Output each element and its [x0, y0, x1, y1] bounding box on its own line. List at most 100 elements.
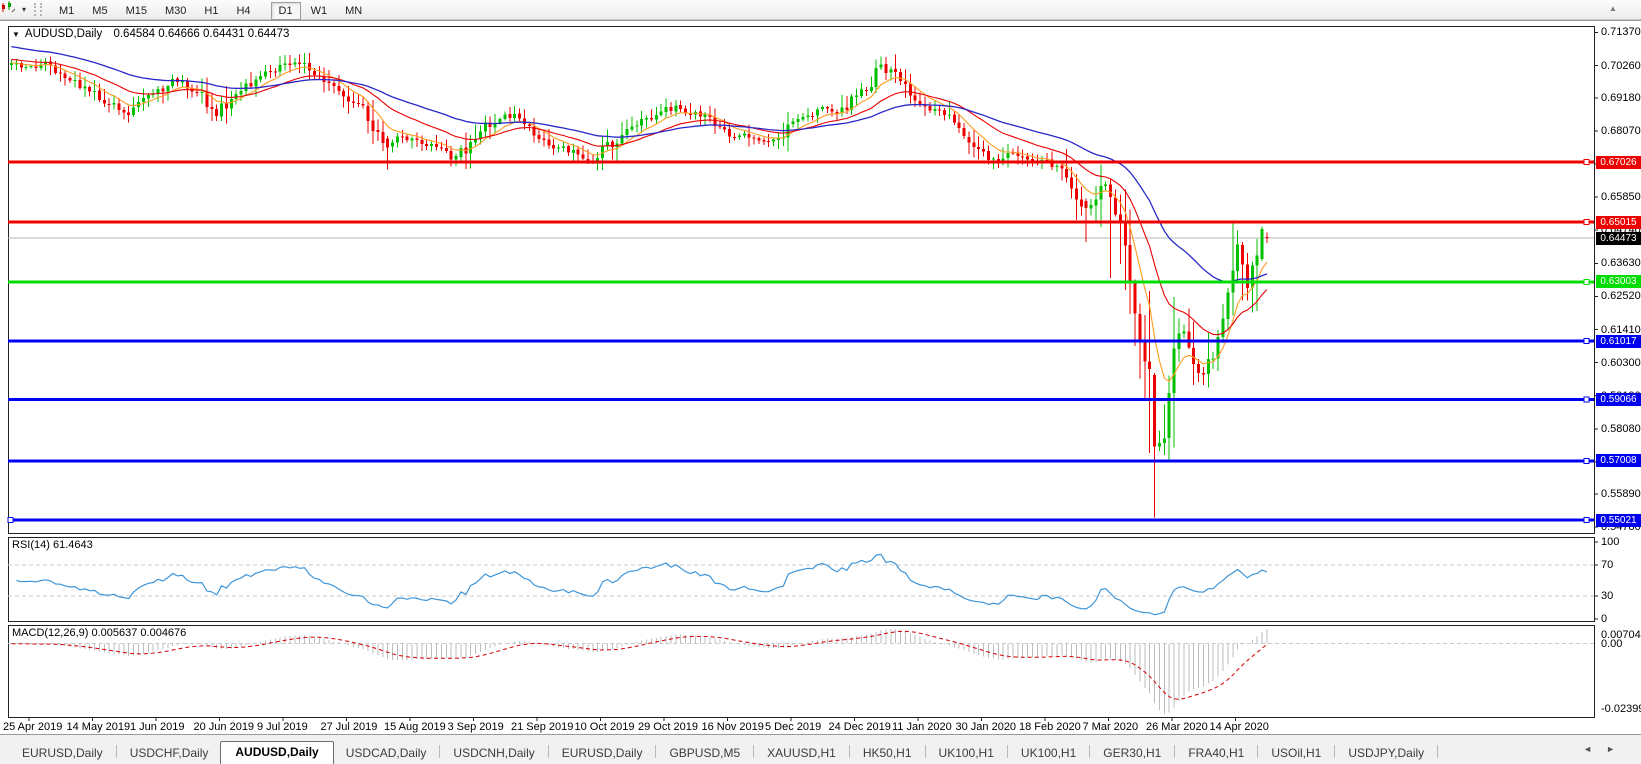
level-price-box[interactable]: 0.65015 — [1596, 215, 1641, 229]
timeframe-button-h1[interactable]: H1 — [204, 4, 219, 17]
timeframe-button-m5[interactable]: M5 — [92, 4, 108, 17]
level-price-box[interactable]: 0.55021 — [1596, 513, 1641, 527]
tab-separator — [1257, 745, 1259, 758]
chart-tab-ger30-h1[interactable]: GER30,H1 — [1103, 746, 1162, 760]
legend-dropdown-icon[interactable]: ▼ — [12, 30, 20, 39]
level-price-box[interactable]: 0.61017 — [1596, 334, 1641, 348]
candle-body — [894, 68, 898, 73]
level-price-box[interactable]: 0.59066 — [1596, 392, 1641, 406]
candle-body — [645, 118, 649, 120]
date-axis-label: 18 Feb 2020 — [1019, 721, 1081, 733]
candle-body — [991, 158, 995, 160]
candle-body — [1109, 184, 1113, 198]
candle-body — [1118, 214, 1122, 223]
candle-body — [601, 145, 605, 158]
macd-scale-bottom-label: -0.023998 — [1601, 703, 1641, 715]
chart-tab-usdcad-daily[interactable]: USDCAD,Daily — [345, 746, 427, 760]
chart-tab-audusd-daily[interactable]: AUDUSD,Daily — [220, 741, 334, 764]
candle-body — [562, 146, 566, 148]
candle-body — [732, 136, 736, 138]
candle-body — [508, 113, 512, 118]
candle-body — [449, 150, 453, 160]
candle-body — [185, 81, 189, 89]
candle-body — [249, 83, 253, 87]
chart-tool-icon[interactable] — [2, 1, 19, 17]
chart-tab-gbpusd-m5[interactable]: GBPUSD,M5 — [669, 746, 741, 760]
chart-window[interactable]: ▼ AUDUSD,Daily 0.64584 0.64666 0.64431 0.… — [0, 20, 1641, 735]
candle-body — [1045, 159, 1049, 161]
date-axis-label: 7 Mar 2020 — [1082, 721, 1139, 733]
level-price-box[interactable]: 0.57008 — [1596, 454, 1641, 468]
level-price-box[interactable]: 0.67026 — [1596, 155, 1641, 169]
tab-scroll-right-icon[interactable]: ► — [1606, 744, 1629, 754]
price-axis-tick-label: 0.54780 — [1601, 521, 1641, 534]
price-axis-tick-label: 0.64740 — [1601, 224, 1641, 237]
candle-body — [1265, 236, 1269, 239]
candle-body — [1089, 205, 1093, 209]
candle-body — [605, 141, 609, 146]
tab-separator — [547, 745, 549, 758]
timeframe-button-d1[interactable]: D1 — [270, 1, 301, 20]
chart-tab-eurusd-daily[interactable]: EURUSD,Daily — [22, 746, 103, 760]
tab-scroll-left-icon[interactable]: ◄ — [1583, 744, 1607, 754]
chart-tab-eurusd-daily[interactable]: EURUSD,Daily — [561, 746, 643, 760]
tab-separator — [655, 745, 657, 758]
chart-tab-usdchf-daily[interactable]: USDCHF,Daily — [129, 746, 209, 760]
price-axis-tick-label: 0.71370 — [1601, 26, 1641, 39]
chart-tab-uk100-h1[interactable]: UK100,H1 — [1020, 746, 1077, 760]
level-endpoint-marker — [1583, 159, 1590, 166]
date-axis-label: 5 Dec 2019 — [765, 721, 822, 733]
candle-body — [381, 131, 385, 143]
price-chart-canvas[interactable] — [0, 21, 1641, 735]
candle-body — [772, 139, 776, 142]
toolbar-grip[interactable] — [34, 3, 43, 16]
timeframe-button-m30[interactable]: M30 — [164, 4, 187, 17]
timeframe-button-mn[interactable]: MN — [345, 4, 363, 17]
chart-tab-hk50-h1[interactable]: HK50,H1 — [862, 746, 912, 760]
level-endpoint-marker — [1583, 457, 1590, 464]
candle-body — [215, 108, 219, 116]
candle-body — [1211, 358, 1215, 360]
candle-body — [327, 81, 331, 83]
candle-body — [1172, 348, 1176, 394]
axis-scroll-up-icon[interactable]: ▲ — [1609, 4, 1617, 13]
candle-body — [952, 114, 956, 123]
candle-body — [459, 148, 463, 157]
candle-body — [14, 63, 18, 65]
candle-body — [923, 104, 927, 107]
candle-body — [532, 126, 536, 136]
chart-tab-usdjpy-daily[interactable]: USDJPY,Daily — [1348, 746, 1425, 760]
candle-body — [1153, 375, 1157, 447]
candle-body — [1226, 292, 1230, 319]
tab-separator — [1437, 745, 1439, 758]
timeframe-button-h4[interactable]: H4 — [236, 4, 251, 17]
candle-body — [10, 63, 13, 65]
candle-body — [312, 70, 316, 76]
tab-separator — [848, 745, 850, 758]
chart-tool-dropdown-icon[interactable]: ▾ — [22, 5, 27, 14]
timeframe-button-m15[interactable]: M15 — [125, 4, 147, 17]
candle-body — [366, 105, 370, 122]
level-price-box[interactable]: 0.63003 — [1596, 275, 1641, 289]
chart-tab-xauusd-h1[interactable]: XAUUSD,H1 — [767, 746, 836, 760]
candle-body — [1157, 443, 1161, 447]
candle-body — [39, 64, 43, 68]
candle-body — [342, 91, 346, 97]
candle-body — [1084, 200, 1088, 209]
candle-body — [566, 146, 570, 153]
candle-body — [205, 91, 209, 107]
chart-tab-usdcnh-daily[interactable]: USDCNH,Daily — [453, 746, 535, 760]
candle-body — [283, 63, 287, 66]
chart-tab-uk100-h1[interactable]: UK100,H1 — [938, 746, 994, 760]
chart-tab-usoil-h1[interactable]: USOil,H1 — [1271, 746, 1322, 760]
timeframe-button-m1[interactable]: M1 — [59, 4, 75, 17]
tab-separator — [1006, 745, 1008, 758]
candle-body — [889, 69, 893, 73]
candle-body — [527, 124, 531, 127]
candle-body — [264, 71, 268, 77]
chart-tab-fra40-h1[interactable]: FRA40,H1 — [1188, 746, 1245, 760]
candle-body — [425, 143, 429, 147]
candle-body — [1123, 222, 1127, 246]
timeframe-button-w1[interactable]: W1 — [310, 4, 328, 17]
